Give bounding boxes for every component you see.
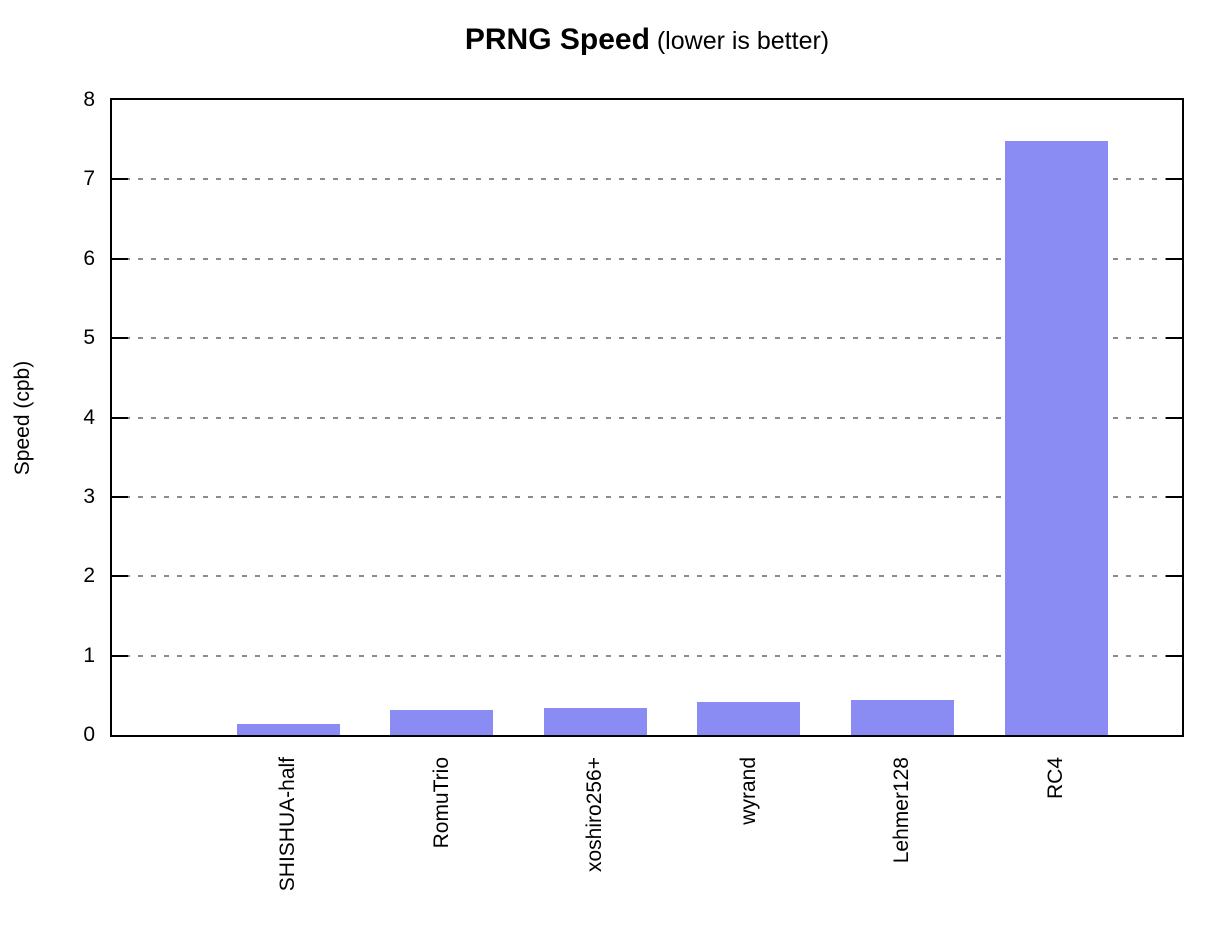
y-tick-right-3 — [1166, 495, 1182, 498]
gridline-y-5 — [112, 337, 1182, 340]
x-tick-label-Lehmer128: Lehmer128 — [890, 757, 914, 864]
chart-title-main: PRNG Speed — [464, 23, 650, 56]
y-tick-left-3 — [112, 495, 128, 498]
y-tick-right-5 — [1166, 337, 1182, 340]
y-tick-right-1 — [1166, 654, 1182, 657]
y-axis-label: Speed (cpb) — [11, 360, 34, 476]
bar-RC4 — [1004, 141, 1108, 735]
bar-Lehmer128 — [850, 700, 954, 735]
y-tick-right-6 — [1166, 257, 1182, 260]
y-tick-label-8: 8 — [83, 88, 95, 111]
y-tick-left-4 — [112, 416, 128, 419]
bar-wyrand — [697, 702, 801, 735]
gridline-y-3 — [112, 495, 1182, 498]
y-tick-right-4 — [1166, 416, 1182, 419]
y-tick-label-3: 3 — [83, 484, 95, 508]
y-tick-right-2 — [1166, 575, 1182, 578]
bar-RomuTrio — [390, 710, 494, 735]
bar-SHISHUA-half — [236, 723, 340, 735]
x-tick-label-SHISHUA-half: SHISHUA-half — [276, 757, 299, 892]
plot-area — [110, 98, 1184, 737]
y-tick-label-6: 6 — [83, 246, 95, 270]
x-tick-label-xoshiro256+: xoshiro256+ — [583, 757, 607, 872]
y-tick-label-5: 5 — [83, 326, 95, 350]
gridline-y-7 — [112, 178, 1182, 181]
x-tick-label-RC4: RC4 — [1044, 757, 1067, 800]
chart-title: PRNG Speed (lower is better) — [110, 22, 1184, 63]
y-tick-label-7: 7 — [83, 167, 95, 191]
x-tick-label-wyrand: wyrand — [736, 757, 760, 825]
chart-title-subtitle: (lower is better) — [649, 27, 830, 55]
y-tick-left-7 — [112, 178, 128, 181]
y-tick-label-0: 0 — [83, 723, 95, 746]
x-tick-label-RomuTrio: RomuTrio — [429, 757, 453, 849]
y-tick-label-4: 4 — [83, 405, 95, 429]
y-tick-left-6 — [112, 257, 128, 260]
gridline-y-4 — [112, 416, 1182, 419]
gridline-y-6 — [112, 257, 1182, 260]
y-tick-label-1: 1 — [83, 643, 95, 667]
y-tick-label-2: 2 — [83, 564, 95, 588]
bar-xoshiro256+ — [543, 708, 647, 735]
y-tick-left-5 — [112, 337, 128, 340]
y-tick-right-7 — [1166, 178, 1182, 181]
gridline-y-1 — [112, 654, 1182, 657]
y-tick-left-1 — [112, 654, 128, 657]
gridline-y-2 — [112, 575, 1182, 578]
y-tick-left-2 — [112, 575, 128, 578]
